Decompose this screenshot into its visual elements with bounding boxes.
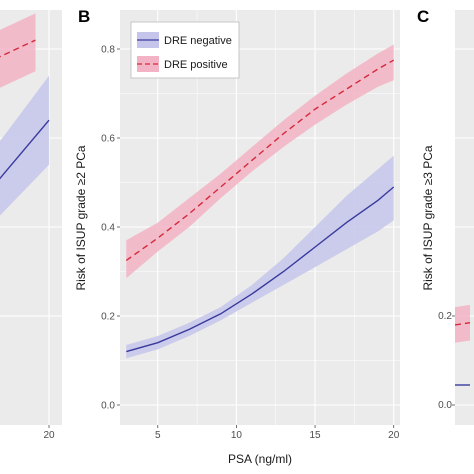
panel-a-line-dre-positive <box>0 39 36 58</box>
panel-b-letter: B <box>78 7 90 26</box>
panel-a-lines <box>0 39 50 180</box>
panel-c-lines <box>455 322 471 386</box>
legend-label-dre-negative: DRE negative <box>164 35 232 47</box>
panel-b-bands <box>126 44 394 359</box>
panel-b-x-ticks: 5 10 15 20 <box>155 425 400 441</box>
panel-c-y-tick-0: 0.0 <box>438 400 452 411</box>
panel-c-background <box>455 10 474 425</box>
panel-a-x-tick-20: 20 <box>43 430 55 441</box>
panel-b-y-ticks: 0.0 0.2 0.4 0.6 0.8 <box>101 45 120 412</box>
panel-c-ci-band-dre-positive <box>455 304 470 343</box>
panel-a-ci-band-dre-negative <box>0 75 49 216</box>
panel-a: 20 <box>0 10 62 441</box>
panel-b-ci-band-dre-negative <box>126 155 394 359</box>
panel-a-line-dre-negative <box>0 119 50 180</box>
panel-b-y-tick-label: 0.4 <box>101 223 115 234</box>
panel-c-bands <box>455 304 470 343</box>
panel-b-x-axis-title: PSA (ng/ml) <box>228 452 292 466</box>
panel-b-x-tick-label: 15 <box>309 430 321 441</box>
panel-b-line-dre-positive <box>125 59 395 261</box>
panel-b-y-tick-label: 0.2 <box>101 312 115 323</box>
panel-b-y-tick-label: 0.0 <box>101 401 115 412</box>
panel-b-ci-band-dre-positive <box>126 44 394 279</box>
panel-b-y-tick-label: 0.6 <box>101 134 115 145</box>
panel-c-letter: C <box>417 7 429 26</box>
panel-a-bands <box>0 13 49 216</box>
panel-b: B 0.0 0.2 0.4 0.6 0.8 5 10 15 20 PSA (ng/ml) Ri… <box>74 7 400 466</box>
panel-b-x-tick-label: 10 <box>231 430 243 441</box>
panel-c-y-axis-title: Risk of ISUP grade ≥3 PCa <box>421 145 435 290</box>
panel-c: C 0.0 0.2 Risk of ISUP grade ≥3 PCa <box>417 7 474 425</box>
panel-c-y-tick-0-2: 0.2 <box>438 311 452 322</box>
legend-label-dre-positive: DRE positive <box>164 59 228 71</box>
panel-b-x-tick-label: 5 <box>155 430 161 441</box>
panel-b-legend: DRE negative DRE positive <box>130 21 240 79</box>
panel-b-lines <box>125 59 395 353</box>
panel-c-line-dre-positive <box>455 322 471 326</box>
panel-b-y-axis-title: Risk of ISUP grade ≥2 PCa <box>74 145 88 290</box>
panel-b-y-tick-label: 0.8 <box>101 45 115 56</box>
panel-b-line-dre-negative <box>126 186 395 353</box>
panel-b-x-tick-label: 20 <box>388 430 400 441</box>
legend-box <box>130 21 240 79</box>
panel-a-ci-band-dre-positive <box>0 13 36 88</box>
